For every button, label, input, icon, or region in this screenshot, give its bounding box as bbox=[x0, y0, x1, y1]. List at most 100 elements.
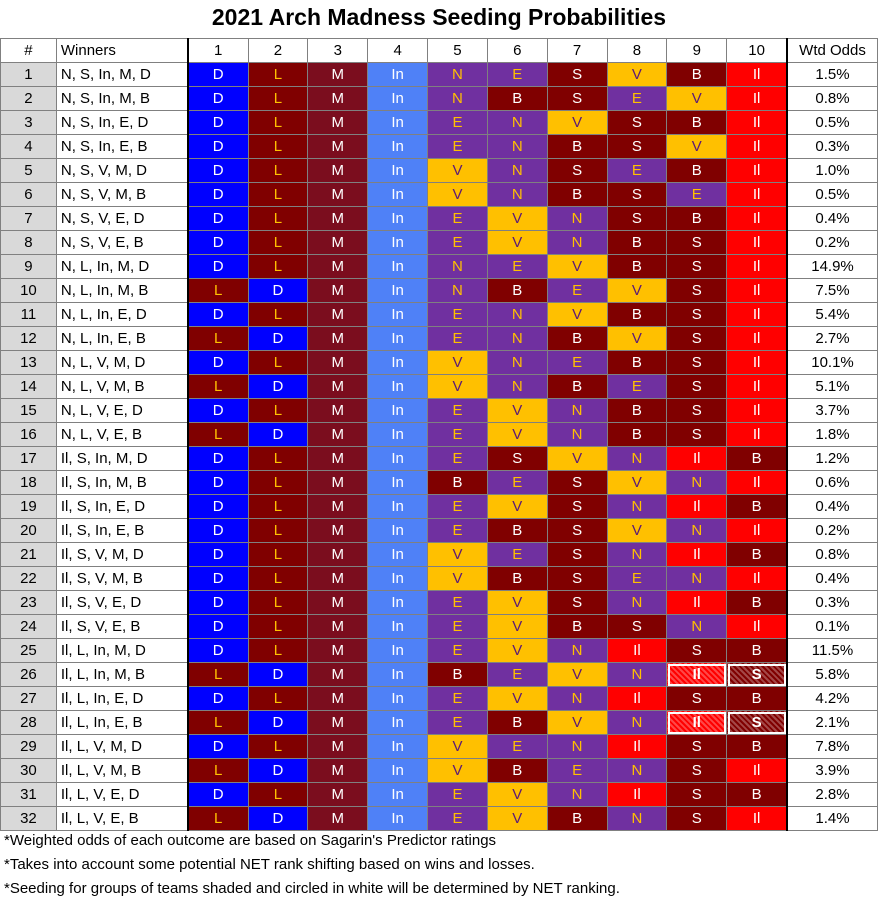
row-number: 13 bbox=[0, 350, 57, 375]
seed-cell-3: M bbox=[307, 398, 369, 423]
seed-cell-10: Il bbox=[726, 374, 788, 399]
table-row: 18 Il, S, In, M, B D L M In B E S V N Il 0.6% bbox=[0, 470, 878, 495]
seed-cell-8: V bbox=[606, 62, 668, 87]
row-number: 25 bbox=[0, 638, 57, 663]
seed-cell-9: V bbox=[666, 86, 728, 111]
seed-cell-7: N bbox=[546, 734, 608, 759]
seed-cell-10: B bbox=[726, 542, 788, 567]
table-row: 29 Il, L, V, M, D D L M In V E N Il S B 7.8% bbox=[0, 734, 878, 759]
seed-cell-10: B bbox=[726, 734, 788, 759]
seed-cell-9: Il bbox=[666, 590, 728, 615]
seed-cell-10: Il bbox=[726, 566, 788, 591]
seed-cell-4: In bbox=[367, 326, 429, 351]
seed-cell-2: L bbox=[247, 542, 309, 567]
row-winners: Il, S, V, E, B bbox=[55, 614, 189, 639]
row-wtd-odds: 1.5% bbox=[786, 62, 878, 87]
seed-cell-4: In bbox=[367, 446, 429, 471]
seed-cell-9: N bbox=[666, 566, 728, 591]
seed-cell-9: N bbox=[666, 614, 728, 639]
table-row: 3 N, S, In, E, D D L M In E N V S B Il 0.5% bbox=[0, 110, 878, 135]
seed-cell-10: Il bbox=[726, 134, 788, 159]
row-winners: N, S, V, E, B bbox=[55, 230, 189, 255]
row-winners: Il, L, In, E, D bbox=[55, 686, 189, 711]
seed-cell-3: M bbox=[307, 590, 369, 615]
seed-cell-4: In bbox=[367, 398, 429, 423]
row-wtd-odds: 4.2% bbox=[786, 686, 878, 711]
seed-cell-5: V bbox=[427, 542, 488, 567]
row-wtd-odds: 0.2% bbox=[786, 518, 878, 543]
seed-cell-8: N bbox=[606, 806, 668, 831]
seed-cell-5: E bbox=[427, 614, 488, 639]
seed-cell-1: D bbox=[186, 254, 249, 279]
seed-cell-9: V bbox=[666, 134, 728, 159]
seed-cell-3: M bbox=[307, 182, 369, 207]
table-row: 9 N, L, In, M, D D L M In N E V B S Il 14.9% bbox=[0, 254, 878, 279]
row-number: 28 bbox=[0, 710, 57, 735]
header-seed-5: 5 bbox=[427, 38, 488, 63]
seed-cell-4: In bbox=[367, 182, 429, 207]
seed-cell-6: E bbox=[486, 734, 548, 759]
seed-cell-10: Il bbox=[726, 398, 788, 423]
seed-cell-3: M bbox=[307, 326, 369, 351]
seed-cell-5: E bbox=[427, 710, 488, 735]
seed-cell-7: N bbox=[546, 422, 608, 447]
seed-cell-9: B bbox=[666, 158, 728, 183]
row-number: 30 bbox=[0, 758, 57, 783]
row-number: 19 bbox=[0, 494, 57, 519]
table-row: 30 Il, L, V, M, B L D M In V B E N S Il 3.9% bbox=[0, 758, 878, 783]
seed-cell-6: N bbox=[486, 326, 548, 351]
seed-cell-2: D bbox=[247, 422, 309, 447]
seed-cell-5: B bbox=[427, 662, 488, 687]
seed-cell-6: B bbox=[486, 566, 548, 591]
seed-cell-9: E bbox=[666, 182, 728, 207]
seed-cell-9: Il bbox=[666, 662, 728, 687]
header-seed-8: 8 bbox=[606, 38, 668, 63]
seed-cell-2: L bbox=[247, 782, 309, 807]
seed-cell-6: V bbox=[486, 638, 548, 663]
seed-cell-8: S bbox=[606, 110, 668, 135]
seed-cell-7: N bbox=[546, 230, 608, 255]
footnote-2: *Takes into account some potential NET r… bbox=[4, 856, 535, 873]
seed-cell-6: V bbox=[486, 806, 548, 831]
seed-cell-4: In bbox=[367, 590, 429, 615]
seed-cell-6: B bbox=[486, 710, 548, 735]
seed-cell-2: L bbox=[247, 110, 309, 135]
seed-cell-1: D bbox=[186, 614, 249, 639]
row-number: 16 bbox=[0, 422, 57, 447]
table-row: 11 N, L, In, E, D D L M In E N V B S Il 5.4% bbox=[0, 302, 878, 327]
seed-cell-3: M bbox=[307, 638, 369, 663]
seed-cell-4: In bbox=[367, 422, 429, 447]
seed-cell-6: S bbox=[486, 446, 548, 471]
row-number: 14 bbox=[0, 374, 57, 399]
seed-cell-10: Il bbox=[726, 614, 788, 639]
header-seed-1: 1 bbox=[186, 38, 249, 63]
row-wtd-odds: 0.4% bbox=[786, 566, 878, 591]
seed-cell-1: L bbox=[186, 374, 249, 399]
row-number: 20 bbox=[0, 518, 57, 543]
seed-cell-3: M bbox=[307, 422, 369, 447]
seed-cell-9: S bbox=[666, 758, 728, 783]
seed-cell-5: E bbox=[427, 494, 488, 519]
row-wtd-odds: 0.3% bbox=[786, 134, 878, 159]
seed-cell-4: In bbox=[367, 686, 429, 711]
footnote-1: *Weighted odds of each outcome are based… bbox=[4, 832, 497, 849]
row-winners: N, S, In, E, B bbox=[55, 134, 189, 159]
seed-cell-2: L bbox=[247, 230, 309, 255]
seed-cell-8: Il bbox=[606, 638, 668, 663]
seed-cell-4: In bbox=[367, 278, 429, 303]
seed-cell-1: D bbox=[186, 86, 249, 111]
seed-cell-9: N bbox=[666, 518, 728, 543]
seed-cell-10: Il bbox=[726, 326, 788, 351]
row-number: 3 bbox=[0, 110, 57, 135]
seed-cell-1: L bbox=[186, 278, 249, 303]
seed-cell-10: Il bbox=[726, 254, 788, 279]
seed-cell-4: In bbox=[367, 86, 429, 111]
seed-cell-9: S bbox=[666, 806, 728, 831]
table-body: 1 N, S, In, M, D D L M In N E S V B Il 1.5% 2 N, S, In… bbox=[0, 62, 878, 831]
seed-cell-1: D bbox=[186, 686, 249, 711]
row-number: 29 bbox=[0, 734, 57, 759]
row-winners: Il, L, V, M, B bbox=[55, 758, 189, 783]
seed-cell-3: M bbox=[307, 518, 369, 543]
row-number: 21 bbox=[0, 542, 57, 567]
seed-cell-9: S bbox=[666, 278, 728, 303]
